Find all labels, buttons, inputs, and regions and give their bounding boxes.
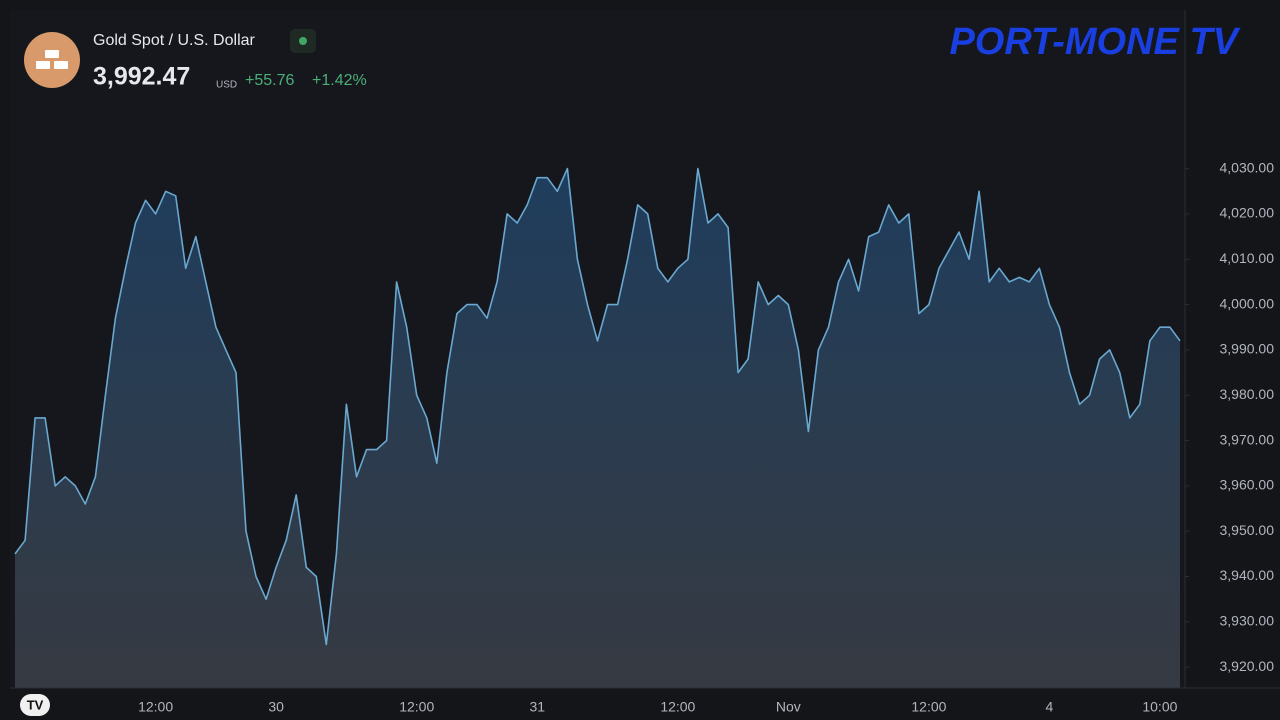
y-tick-label: 3,990.00 xyxy=(1220,341,1275,357)
x-tick-label: 12:00 xyxy=(660,699,695,715)
change-percent: +1.42% xyxy=(312,72,367,89)
x-tick-label: 4 xyxy=(1046,699,1054,715)
watermark: PORT-MONE TV xyxy=(949,21,1240,63)
currency: USD xyxy=(216,80,237,91)
tv-logo xyxy=(20,694,50,716)
y-tick-label: 3,930.00 xyxy=(1220,613,1275,629)
symbol-title: Gold Spot / U.S. Dollar xyxy=(93,32,256,49)
y-tick-label: 3,940.00 xyxy=(1220,567,1275,583)
symbol-icon xyxy=(24,32,80,88)
x-tick-label: 12:00 xyxy=(138,699,173,715)
y-tick-label: 4,020.00 xyxy=(1220,205,1275,221)
y-tick-label: 3,960.00 xyxy=(1220,477,1275,493)
price: 3,992.47 xyxy=(93,63,190,91)
x-tick-label: 30 xyxy=(268,699,284,715)
y-tick-label: 3,920.00 xyxy=(1220,658,1275,674)
y-tick-label: 3,970.00 xyxy=(1220,431,1275,447)
y-tick-label: 4,030.00 xyxy=(1220,159,1275,175)
gold-bars-icon xyxy=(36,50,68,69)
x-tick-label: 31 xyxy=(529,699,545,715)
y-tick-label: 4,010.00 xyxy=(1220,250,1275,266)
x-tick-label: Nov xyxy=(776,699,801,715)
x-tick-label: 12:00 xyxy=(911,699,946,715)
area xyxy=(15,168,1180,689)
y-tick-label: 3,950.00 xyxy=(1220,522,1275,538)
x-tick-label: 12:00 xyxy=(399,699,434,715)
y-tick-label: 3,980.00 xyxy=(1220,386,1275,402)
y-tick-label: 4,000.00 xyxy=(1220,295,1275,311)
status-dot xyxy=(299,37,307,45)
change: +55.76 xyxy=(245,72,294,89)
x-tick-label: 10:00 xyxy=(1142,699,1177,715)
line xyxy=(14,167,1181,646)
tv-logo-text: TV xyxy=(27,697,44,712)
